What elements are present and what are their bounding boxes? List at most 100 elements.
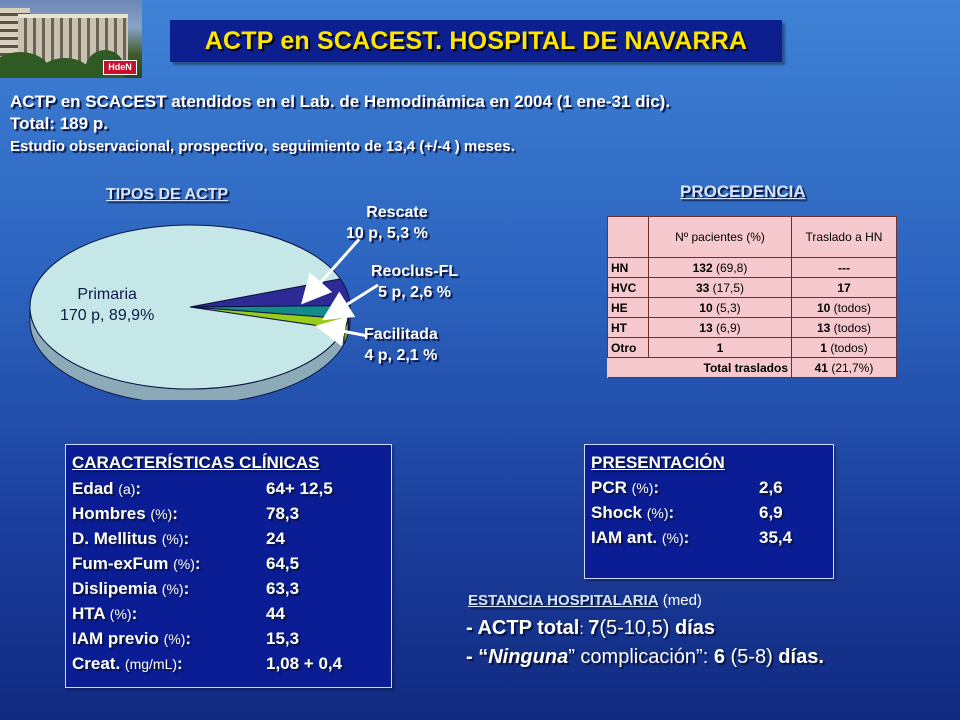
total-pct: (21,7%) xyxy=(831,360,874,375)
key-text: Fum-exFum xyxy=(72,554,169,573)
rescate-arrow xyxy=(301,235,364,305)
transfer-cell: 10 (todos) xyxy=(791,297,897,318)
total-value: 41 xyxy=(814,360,828,375)
patients-cell: 10 (5,3) xyxy=(648,297,792,318)
table-header: Nº pacientes (%) xyxy=(648,216,792,258)
tree xyxy=(40,58,90,78)
pie-chart-title: TIPOS DE ACTP xyxy=(106,186,229,203)
hospital-photo xyxy=(0,0,142,78)
text-part: Ninguna xyxy=(488,646,569,668)
text-part: (5-10,5) xyxy=(599,617,675,639)
key-text: PCR xyxy=(591,478,627,497)
row-value: 64+ 12,5 xyxy=(266,479,333,498)
table-row: Otro 1 1 (todos) xyxy=(607,337,897,358)
estancia-title: ESTANCIA HOSPITALARIA (med) xyxy=(468,592,702,609)
facilitada-arrow xyxy=(315,316,369,347)
row-value: 15,3 xyxy=(266,629,300,648)
pie-chart xyxy=(29,224,379,400)
transfer-cell: 17 xyxy=(791,277,897,298)
key-unit: (%) xyxy=(631,480,654,496)
slice-label-primaria: Primaria 170 p, 89,9% xyxy=(60,284,154,326)
row-key: Dislipemia (%): xyxy=(72,579,190,598)
row-key: Hombres (%): xyxy=(72,504,178,523)
patients-count: 33 xyxy=(695,280,710,295)
patients-pct: (5,3) xyxy=(716,300,741,315)
key-unit: (%) xyxy=(661,530,684,546)
transfer-cell: --- xyxy=(791,257,897,278)
patients-pct: (69,8) xyxy=(716,260,748,275)
row-value: 24 xyxy=(266,529,285,548)
text-part: (5-8) xyxy=(724,646,779,668)
key-unit: (%) xyxy=(646,505,669,521)
slice-label-rescate: Rescate 10 p, 5,3 % xyxy=(346,202,428,244)
transfer-note: (todos) xyxy=(833,320,872,335)
key-unit: (%) xyxy=(173,556,195,572)
table-row: HE 10 (5,3) 10 (todos) xyxy=(607,297,897,318)
row-value: 6,9 xyxy=(759,503,783,522)
table-row: HT 13 (6,9) 13 (todos) xyxy=(607,317,897,338)
key-text: Hombres xyxy=(72,504,146,523)
key-text: IAM ant. xyxy=(591,528,658,547)
patients-cell: 33 (17,5) xyxy=(648,277,792,298)
slice-primaria xyxy=(29,224,345,390)
key-unit: (%) xyxy=(161,581,184,597)
slice-count: 4 p, 2,1 % xyxy=(364,347,438,364)
key-unit: (%) xyxy=(163,631,186,647)
slice-count: 5 p, 2,6 % xyxy=(378,284,452,301)
patients-cell: 1 xyxy=(648,337,792,358)
key-text: Creat. xyxy=(72,654,121,673)
total-label: Total traslados xyxy=(607,357,792,378)
key-unit: (a) xyxy=(118,481,136,497)
text-part: 6 xyxy=(713,646,725,668)
row-key: PCR (%): xyxy=(591,478,660,497)
slice-name: Rescate xyxy=(366,204,428,221)
estancia-heading: ESTANCIA HOSPITALARIA xyxy=(468,592,659,609)
slice-count: 170 p, 89,9% xyxy=(60,307,155,324)
patients-count: 132 xyxy=(692,260,713,275)
intro-line-2: Total: 189 p. xyxy=(10,114,108,133)
patients-pct: (17,5) xyxy=(712,280,745,295)
presentation-box: PRESENTACIÓN PCR (%): 2,6 Shock (%): 6,9 IAM… xyxy=(584,444,834,579)
transfer-cell: 1 (todos) xyxy=(791,337,897,358)
presentation-title: PRESENTACIÓN xyxy=(591,453,725,472)
key-text: HTA xyxy=(72,604,106,623)
page-title: ACTP en SCACEST. HOSPITAL DE NAVARRA xyxy=(204,26,748,55)
row-key: Shock (%): xyxy=(591,503,675,522)
clinical-characteristics-box: CARACTERÍSTICAS CLÍNICAS Edad (a): 64+ 12… xyxy=(65,444,392,688)
transfer-note: (todos) xyxy=(830,340,868,355)
row-label: HN xyxy=(607,257,649,278)
intro-line-3: Estudio observacional, prospectivo, segu… xyxy=(10,138,515,155)
key-unit: (mg/mL) xyxy=(124,656,178,672)
key-text: Shock xyxy=(591,503,643,522)
row-key: Creat. (mg/mL): xyxy=(72,654,183,673)
row-value: 64,5 xyxy=(266,554,300,573)
key-text: IAM previo xyxy=(72,629,159,648)
key-unit: (%) xyxy=(150,506,173,522)
row-label: HT xyxy=(607,317,649,338)
patients-count: 1 xyxy=(716,340,724,355)
key-unit: (%) xyxy=(109,606,132,622)
key-text: Edad xyxy=(72,479,114,498)
title-banner: ACTP en SCACEST. HOSPITAL DE NAVARRA xyxy=(170,20,782,62)
key-text: D. Mellitus xyxy=(72,529,158,548)
patients-pct: (6,9) xyxy=(716,320,741,335)
row-label: Otro xyxy=(607,337,649,358)
total-cell: 41 (21,7%) xyxy=(791,357,897,378)
procedencia-title: PROCEDENCIA xyxy=(680,182,806,201)
row-key: Edad (a): xyxy=(72,479,142,498)
slice-name: Reoclus-FL xyxy=(371,263,459,280)
transfer-note: (todos) xyxy=(833,300,872,315)
table-total-row: Total traslados 41 (21,7%) xyxy=(607,357,897,378)
row-value: 63,3 xyxy=(266,579,300,598)
row-key: Fum-exFum (%): xyxy=(72,554,201,573)
text-part: - “ xyxy=(466,646,489,668)
row-key: HTA (%): xyxy=(72,604,138,623)
slice-name: Facilitada xyxy=(364,326,438,343)
table-row: HVC 33 (17,5) 17 xyxy=(607,277,897,298)
patients-count: 10 xyxy=(699,300,713,315)
procedencia-table: Nº pacientes (%) Traslado a HN HN 132 (69… xyxy=(607,216,897,378)
slice-count: 10 p, 5,3 % xyxy=(346,225,428,242)
slice-label-facilitada: Facilitada 4 p, 2,1 % xyxy=(364,324,438,366)
key-unit: (%) xyxy=(161,531,184,547)
row-value: 78,3 xyxy=(266,504,300,523)
